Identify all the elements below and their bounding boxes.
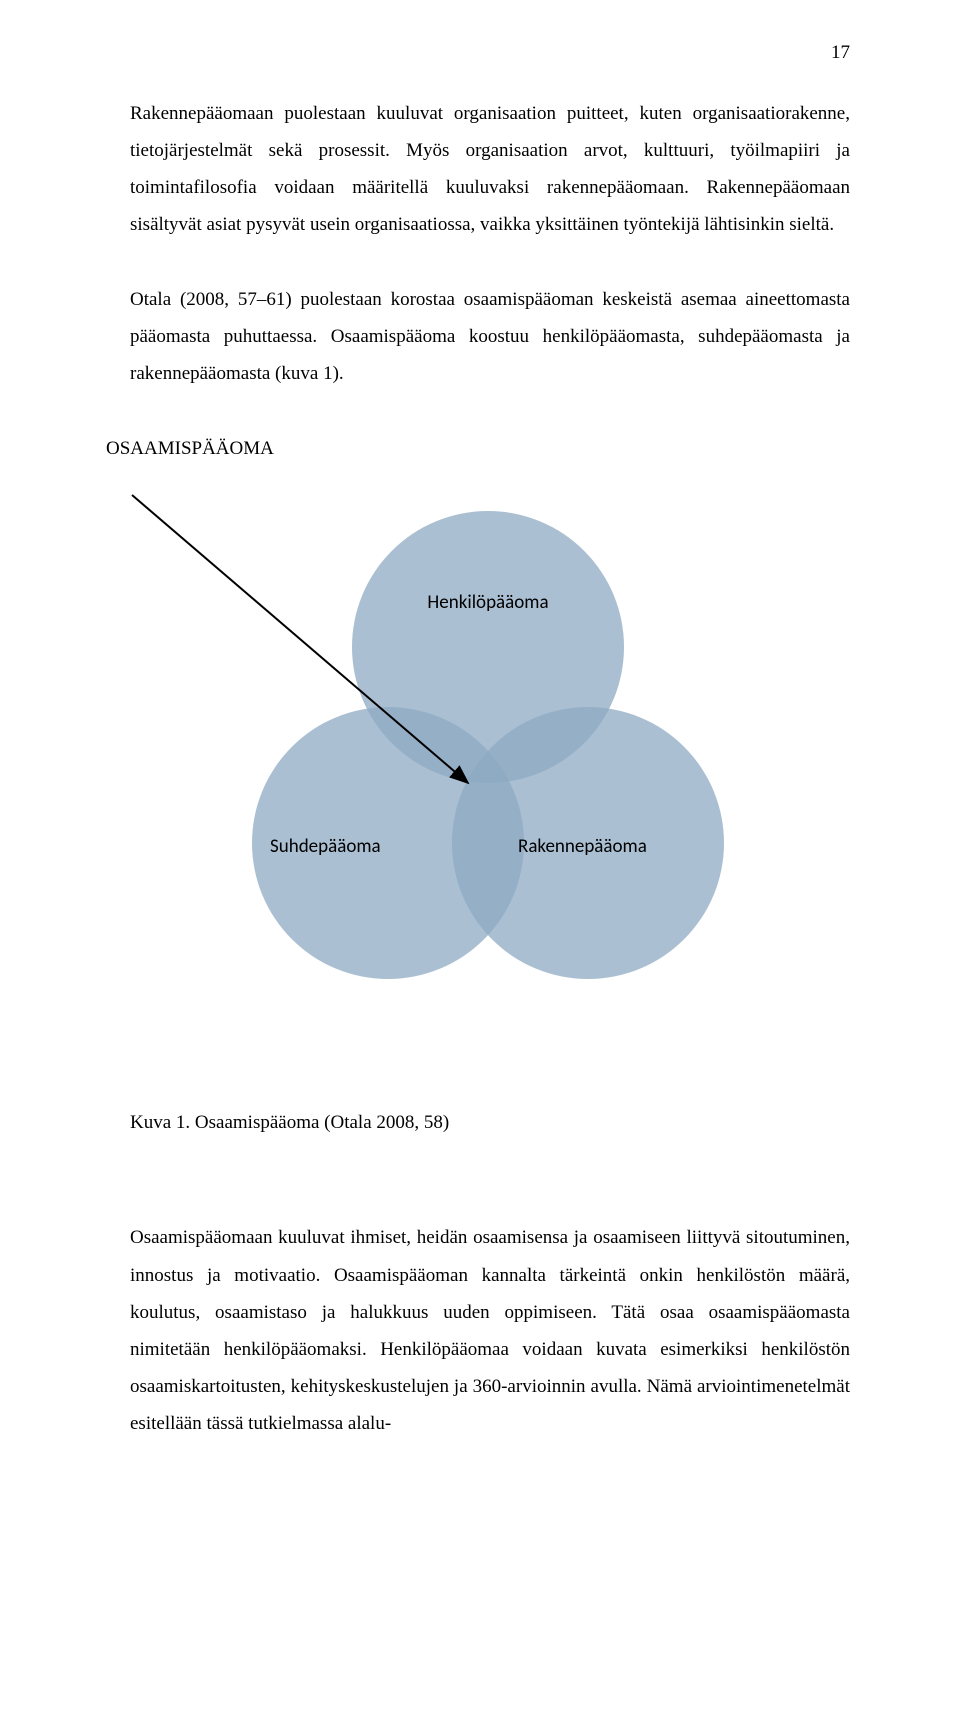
page-number: 17 bbox=[831, 42, 850, 64]
venn-diagram: Henkilöpääoma Suhdepääoma Rakennepääoma bbox=[130, 493, 850, 1063]
venn-label-left: Suhdepääoma bbox=[270, 835, 381, 858]
paragraph-2: Otala (2008, 57–61) puolestaan korostaa … bbox=[130, 281, 850, 392]
paragraph-3: Osaamispääomaan kuuluvat ihmiset, heidän… bbox=[130, 1219, 850, 1441]
paragraph-1: Rakennepääomaan puolestaan kuuluvat orga… bbox=[130, 95, 850, 243]
figure-caption: Kuva 1. Osaamispääoma (Otala 2008, 58) bbox=[130, 1105, 850, 1141]
venn-label-top: Henkilöpääoma bbox=[352, 591, 624, 614]
venn-label-right: Rakennepääoma bbox=[518, 835, 647, 858]
section-heading: OSAAMISPÄÄOMA bbox=[106, 430, 850, 467]
